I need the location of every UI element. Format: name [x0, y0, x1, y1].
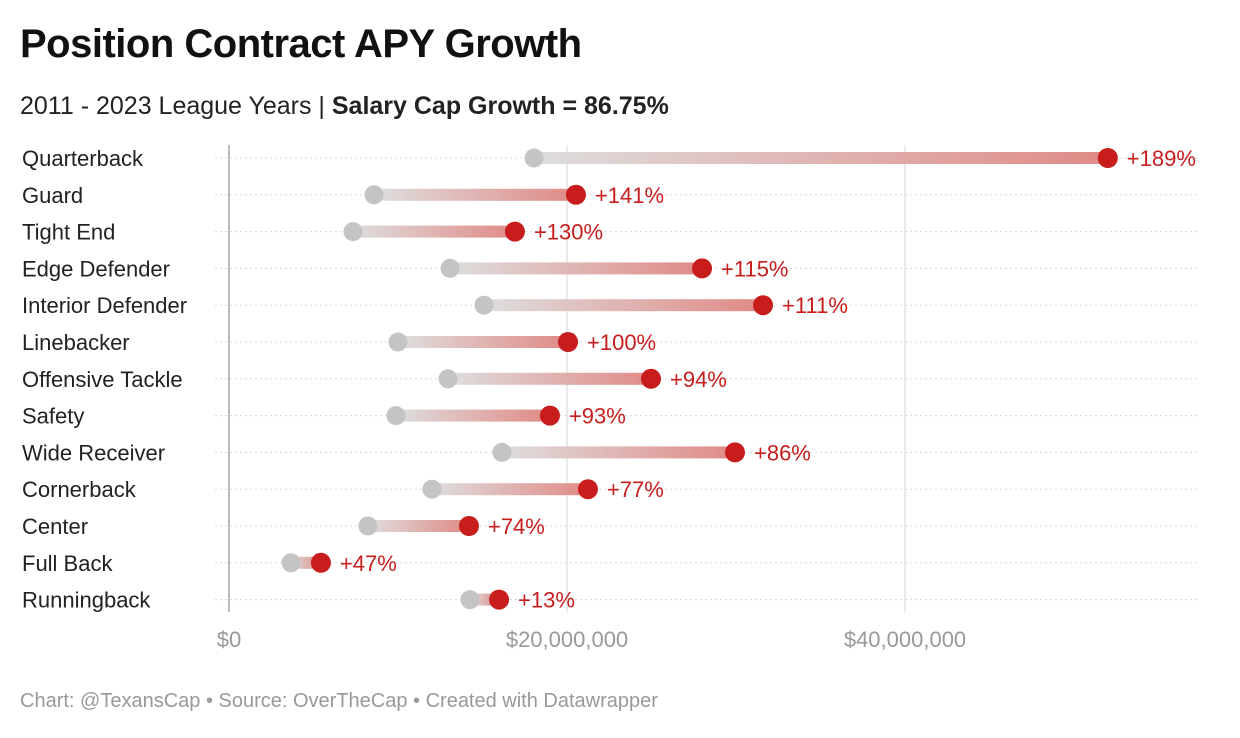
x-tick-label: $40,000,000: [844, 627, 966, 652]
growth-label: +77%: [607, 477, 664, 502]
start-dot: [343, 222, 363, 242]
growth-label: +115%: [721, 256, 788, 281]
category-label: Interior Defender: [22, 293, 187, 318]
end-dot: [489, 589, 510, 610]
category-label: Tight End: [22, 220, 115, 245]
x-tick-label: $20,000,000: [506, 627, 628, 652]
range-bar: [395, 409, 550, 422]
subtitle-text: 2011 - 2023 League Years |: [20, 92, 332, 120]
category-label: Quarterback: [22, 146, 144, 171]
start-dot: [474, 295, 494, 315]
growth-label: +47%: [340, 551, 397, 576]
range-bar: [450, 262, 703, 275]
start-dot: [524, 148, 544, 168]
growth-label: +111%: [782, 293, 848, 318]
range-bar: [431, 483, 588, 496]
range-bar: [501, 446, 735, 459]
chart-subtitle: 2011 - 2023 League Years | Salary Cap Gr…: [20, 92, 669, 121]
start-dot: [422, 479, 442, 499]
end-dot: [753, 295, 774, 316]
growth-label: +13%: [518, 588, 575, 613]
category-label: Cornerback: [22, 477, 137, 502]
category-label: Linebacker: [22, 330, 130, 355]
range-bar: [353, 225, 515, 238]
growth-label: +86%: [754, 440, 811, 465]
start-dot: [438, 369, 458, 389]
start-dot: [388, 332, 408, 352]
start-dot: [386, 406, 406, 426]
end-dot: [692, 258, 713, 279]
end-dot: [539, 405, 560, 426]
category-label: Edge Defender: [22, 256, 170, 281]
end-dot: [724, 442, 745, 463]
category-label: Center: [22, 514, 88, 539]
range-bar: [448, 372, 651, 385]
category-label: Wide Receiver: [22, 440, 165, 465]
category-label: Runningback: [22, 588, 151, 613]
category-label: Guard: [22, 183, 83, 208]
growth-label: +93%: [569, 404, 626, 429]
growth-label: +189%: [1127, 146, 1196, 171]
start-dot: [281, 553, 301, 573]
range-bar: [484, 299, 764, 312]
category-label: Safety: [22, 404, 84, 429]
start-dot: [460, 590, 480, 610]
end-dot: [577, 479, 598, 500]
category-label: Offensive Tackle: [22, 367, 183, 392]
start-dot: [492, 442, 512, 462]
end-dot: [458, 516, 479, 536]
start-dot: [440, 258, 460, 278]
growth-label: +74%: [488, 514, 545, 539]
category-label: Full Back: [22, 551, 113, 576]
growth-label: +94%: [670, 367, 727, 392]
growth-label: +130%: [534, 220, 603, 245]
chart-footer: Chart: @TexansCap • Source: OverTheCap •…: [20, 690, 658, 712]
growth-label: +141%: [595, 183, 664, 208]
chart-title: Position Contract APY Growth: [20, 22, 582, 66]
end-dot: [558, 332, 579, 352]
range-bar: [398, 336, 569, 348]
range-bar: [534, 152, 1108, 164]
subtitle-bold: Salary Cap Growth = 86.75%: [331, 92, 669, 120]
range-bar: [367, 520, 469, 532]
end-dot: [640, 368, 661, 389]
growth-label: +100%: [587, 330, 656, 355]
start-dot: [358, 516, 378, 536]
end-dot: [310, 552, 331, 573]
end-dot: [565, 184, 586, 205]
range-bar: [374, 188, 576, 201]
end-dot: [504, 221, 525, 242]
end-dot: [1097, 148, 1118, 168]
x-tick-label: $0: [217, 627, 241, 652]
start-dot: [364, 185, 384, 205]
